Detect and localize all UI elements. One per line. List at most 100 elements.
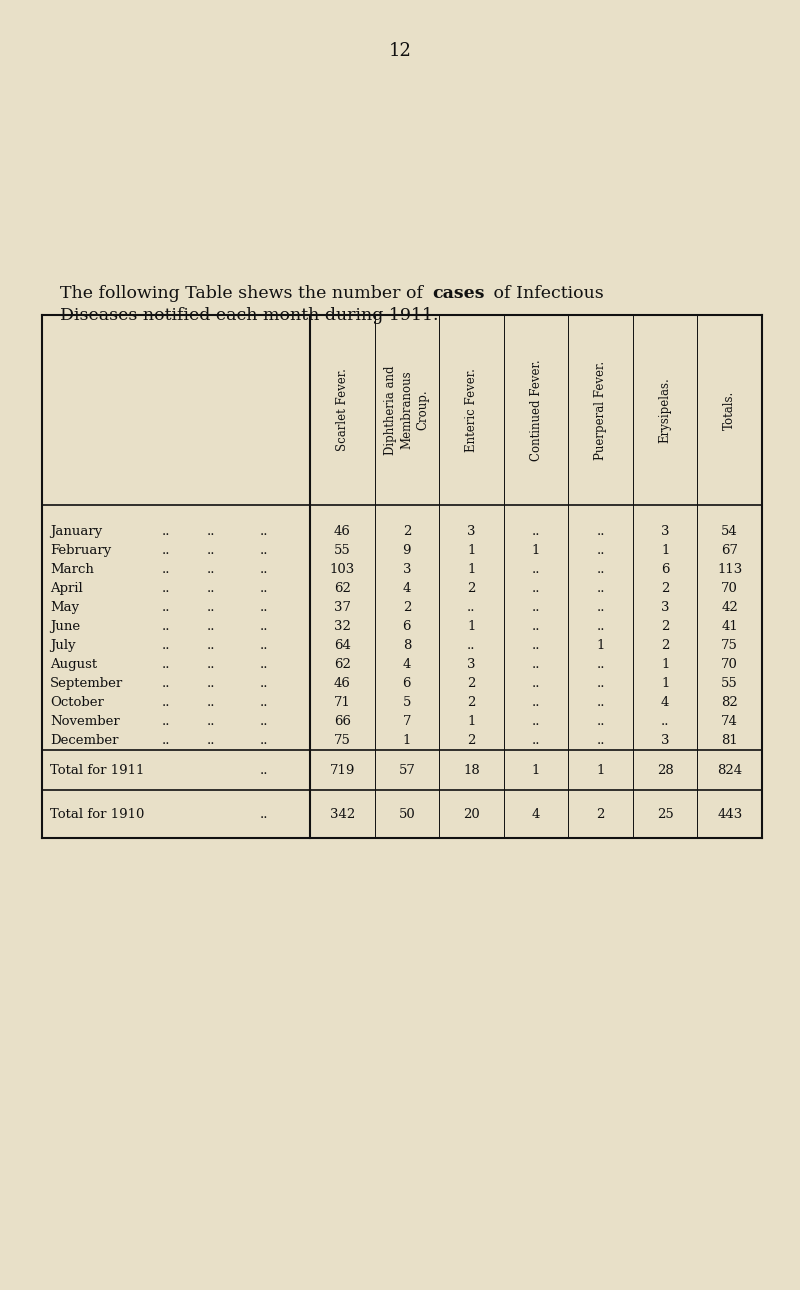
Text: Diphtheria and
Membranous
Croup.: Diphtheria and Membranous Croup. (384, 365, 430, 455)
Text: ..: .. (162, 582, 170, 595)
Text: cases: cases (432, 285, 485, 302)
Text: 6: 6 (402, 677, 411, 690)
Text: ..: .. (532, 601, 540, 614)
Text: ..: .. (260, 764, 269, 777)
Text: ..: .. (532, 658, 540, 671)
Text: April: April (50, 582, 82, 595)
Text: 64: 64 (334, 639, 350, 651)
Text: ..: .. (532, 525, 540, 538)
Text: 70: 70 (722, 582, 738, 595)
Text: ..: .. (467, 639, 476, 651)
Text: ..: .. (532, 734, 540, 747)
Text: ..: .. (207, 734, 215, 747)
Text: 4: 4 (402, 582, 411, 595)
Text: ..: .. (162, 697, 170, 710)
Text: 3: 3 (467, 658, 476, 671)
Text: 67: 67 (722, 544, 738, 557)
Text: 18: 18 (463, 764, 480, 777)
Text: ..: .. (207, 620, 215, 633)
Text: ..: .. (596, 544, 605, 557)
Text: of Infectious: of Infectious (488, 285, 604, 302)
Text: 3: 3 (402, 562, 411, 577)
Text: 1: 1 (596, 764, 605, 777)
Text: 55: 55 (722, 677, 738, 690)
Text: Total for 1910: Total for 1910 (50, 808, 144, 820)
Text: ..: .. (207, 601, 215, 614)
Text: ..: .. (260, 525, 269, 538)
Text: 82: 82 (722, 697, 738, 710)
Text: 62: 62 (334, 658, 350, 671)
Text: ..: .. (260, 620, 269, 633)
Text: 2: 2 (467, 677, 476, 690)
Text: ..: .. (260, 715, 269, 728)
Text: 2: 2 (661, 620, 670, 633)
Text: Scarlet Fever.: Scarlet Fever. (336, 369, 349, 452)
Text: 103: 103 (330, 562, 355, 577)
Text: 2: 2 (661, 639, 670, 651)
Text: 1: 1 (661, 677, 670, 690)
Text: Enteric Fever.: Enteric Fever. (465, 368, 478, 452)
Text: Totals.: Totals. (723, 391, 736, 430)
Text: 25: 25 (657, 808, 674, 820)
Text: 7: 7 (402, 715, 411, 728)
Text: 824: 824 (717, 764, 742, 777)
Text: ..: .. (596, 734, 605, 747)
Text: 1: 1 (467, 562, 476, 577)
Text: November: November (50, 715, 120, 728)
Text: ..: .. (162, 620, 170, 633)
Text: 46: 46 (334, 525, 350, 538)
Text: ..: .. (162, 658, 170, 671)
Text: ..: .. (661, 715, 670, 728)
Text: 20: 20 (463, 808, 480, 820)
Text: ..: .. (532, 697, 540, 710)
Text: 1: 1 (467, 620, 476, 633)
Text: ..: .. (596, 601, 605, 614)
Text: ..: .. (162, 639, 170, 651)
Text: ..: .. (162, 677, 170, 690)
Text: 55: 55 (334, 544, 350, 557)
Text: ..: .. (207, 658, 215, 671)
Text: 4: 4 (402, 658, 411, 671)
Text: 2: 2 (467, 697, 476, 710)
Text: 3: 3 (661, 525, 670, 538)
Text: ..: .. (207, 715, 215, 728)
Text: 1: 1 (532, 764, 540, 777)
Text: 1: 1 (467, 544, 476, 557)
Text: February: February (50, 544, 111, 557)
Text: 2: 2 (402, 525, 411, 538)
Text: 443: 443 (717, 808, 742, 820)
Text: 37: 37 (334, 601, 350, 614)
Text: ..: .. (207, 639, 215, 651)
Text: 1: 1 (532, 544, 540, 557)
Text: 1: 1 (467, 715, 476, 728)
Text: ..: .. (260, 697, 269, 710)
Text: 3: 3 (661, 601, 670, 614)
Text: ..: .. (532, 715, 540, 728)
Text: ..: .. (162, 544, 170, 557)
Text: 28: 28 (657, 764, 674, 777)
Text: The following Table shews the number of: The following Table shews the number of (60, 285, 429, 302)
Text: ..: .. (596, 658, 605, 671)
Text: 1: 1 (661, 658, 670, 671)
Text: ..: .. (532, 677, 540, 690)
Text: 3: 3 (661, 734, 670, 747)
Text: ..: .. (260, 562, 269, 577)
Text: July: July (50, 639, 76, 651)
Text: 2: 2 (467, 582, 476, 595)
Text: ..: .. (162, 734, 170, 747)
Text: 46: 46 (334, 677, 350, 690)
Text: 1: 1 (661, 544, 670, 557)
Text: ..: .. (260, 639, 269, 651)
Text: 6: 6 (661, 562, 670, 577)
Text: August: August (50, 658, 97, 671)
Text: 6: 6 (402, 620, 411, 633)
Text: 342: 342 (330, 808, 355, 820)
Text: 9: 9 (402, 544, 411, 557)
Text: ..: .. (260, 658, 269, 671)
Text: Puerperal Fever.: Puerperal Fever. (594, 360, 607, 459)
Text: ..: .. (162, 562, 170, 577)
Text: 71: 71 (334, 697, 350, 710)
Text: 41: 41 (722, 620, 738, 633)
Text: ..: .. (260, 601, 269, 614)
Text: 1: 1 (402, 734, 411, 747)
